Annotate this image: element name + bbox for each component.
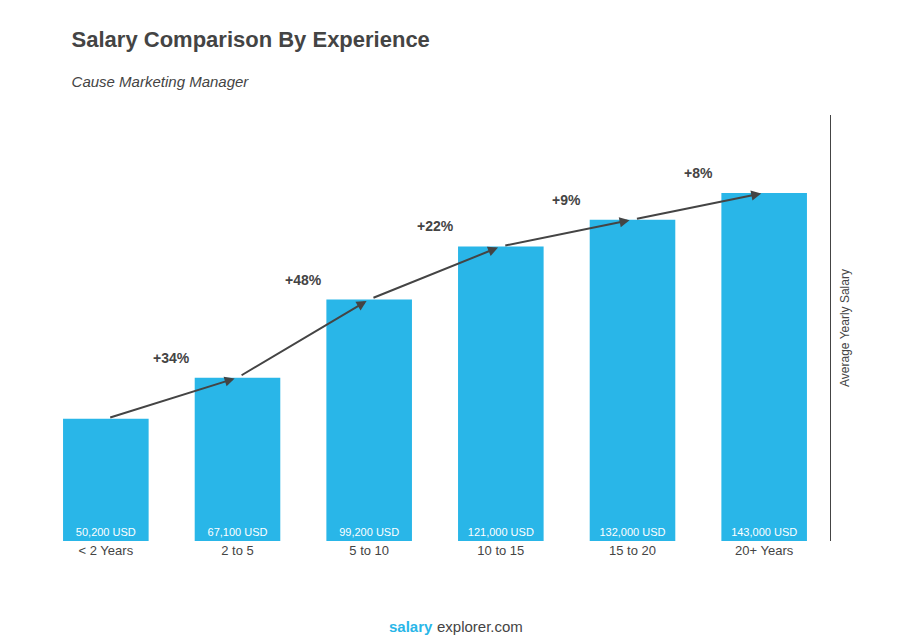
svg-text:67,100 USD: 67,100 USD (208, 526, 268, 538)
svg-text:+34%: +34% (153, 350, 190, 366)
svg-text:10 to 15: 10 to 15 (477, 543, 524, 558)
svg-text:2 to 5: 2 to 5 (221, 543, 254, 558)
svg-text:5 to 10: 5 to 10 (349, 543, 389, 558)
svg-text:Average Yearly Salary: Average Yearly Salary (838, 269, 852, 387)
svg-text:+48%: +48% (285, 272, 322, 288)
svg-text:salary: salary (389, 618, 433, 635)
svg-text:+8%: +8% (684, 165, 713, 181)
svg-text:15 to 20: 15 to 20 (609, 543, 656, 558)
svg-text:< 2 Years: < 2 Years (79, 543, 134, 558)
svg-text:+9%: +9% (552, 192, 581, 208)
svg-text:explorer.com: explorer.com (437, 618, 523, 635)
svg-text:Cause Marketing Manager: Cause Marketing Manager (72, 73, 250, 90)
svg-text:50,200 USD: 50,200 USD (76, 526, 136, 538)
svg-text:+22%: +22% (417, 218, 454, 234)
svg-text:121,000 USD: 121,000 USD (468, 526, 534, 538)
svg-text:20+ Years: 20+ Years (735, 543, 794, 558)
svg-text:143,000 USD: 143,000 USD (731, 526, 797, 538)
svg-text:Salary Comparison By Experienc: Salary Comparison By Experience (72, 27, 430, 52)
svg-text:132,000 USD: 132,000 USD (599, 526, 665, 538)
svg-text:99,200 USD: 99,200 USD (339, 526, 399, 538)
